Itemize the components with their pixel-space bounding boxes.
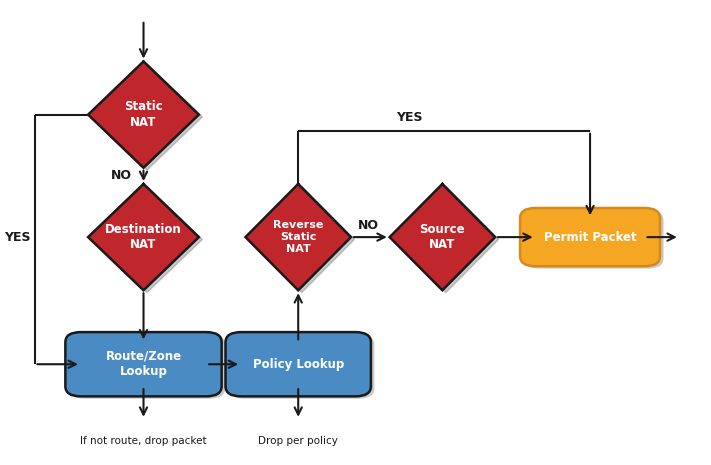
Text: Source
NAT: Source NAT — [419, 223, 465, 252]
Polygon shape — [249, 186, 355, 292]
Polygon shape — [393, 186, 498, 292]
Text: Route/Zone
Lookup: Route/Zone Lookup — [105, 350, 181, 379]
Text: Destination
NAT: Destination NAT — [105, 223, 182, 252]
Polygon shape — [390, 184, 495, 290]
Text: If not route, drop packet: If not route, drop packet — [80, 436, 207, 445]
Polygon shape — [245, 184, 351, 290]
FancyBboxPatch shape — [69, 334, 225, 399]
FancyBboxPatch shape — [523, 210, 663, 269]
Text: Static
NAT: Static NAT — [124, 100, 163, 129]
Text: YES: YES — [396, 112, 422, 124]
Polygon shape — [92, 186, 203, 292]
Text: Reverse
Static
NAT: Reverse Static NAT — [273, 220, 324, 254]
FancyBboxPatch shape — [65, 332, 222, 396]
Text: NO: NO — [358, 219, 379, 232]
Polygon shape — [92, 64, 203, 170]
Polygon shape — [88, 61, 199, 168]
FancyBboxPatch shape — [229, 334, 375, 399]
FancyBboxPatch shape — [225, 332, 371, 396]
FancyBboxPatch shape — [520, 208, 660, 266]
Text: YES: YES — [4, 231, 30, 244]
Text: NO: NO — [110, 169, 132, 182]
Text: Drop per policy: Drop per policy — [258, 436, 338, 445]
Text: Permit Packet: Permit Packet — [544, 231, 636, 244]
Text: Policy Lookup: Policy Lookup — [252, 358, 344, 371]
Polygon shape — [88, 184, 199, 290]
